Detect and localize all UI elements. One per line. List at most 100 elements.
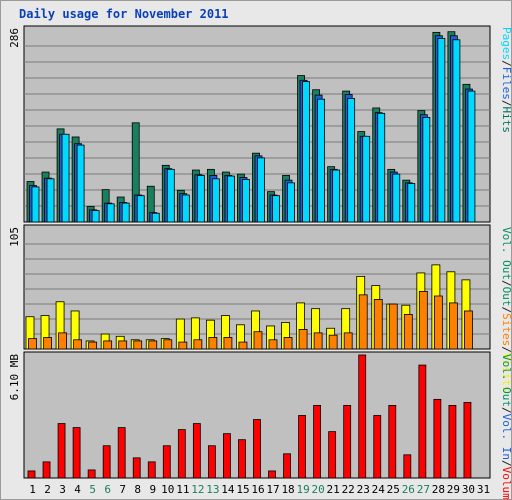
middle-sites-bar xyxy=(178,341,188,350)
bottom-volume-bar xyxy=(238,439,246,479)
middle-sites-bar xyxy=(238,341,248,350)
top-pages-bar xyxy=(422,117,431,223)
top-pages-bar xyxy=(106,203,115,223)
bottom-volume-bar xyxy=(373,415,382,479)
top-pages-bar xyxy=(452,39,461,223)
top-pages-bar xyxy=(166,168,175,223)
day-label: 25 xyxy=(387,483,400,496)
bottom-volume-bar xyxy=(358,354,367,479)
top-pages-bar xyxy=(332,169,341,223)
legend-top: Pages/Files/Hits xyxy=(500,27,512,133)
bottom-volume-bar xyxy=(177,429,186,479)
day-label: 26 xyxy=(402,483,415,496)
day-label: 8 xyxy=(134,483,141,496)
bottom-volume-bar xyxy=(207,445,216,479)
bottom-volume-bar xyxy=(147,461,156,479)
legend-entry: / xyxy=(500,460,512,467)
middle-sites-bar xyxy=(208,337,218,350)
day-label: 4 xyxy=(74,483,81,496)
legend-entry: Hits xyxy=(500,107,512,134)
legend-bottom: Vol. Out/Vol. In/Volume xyxy=(500,354,512,500)
middle-sites-bar xyxy=(433,295,443,350)
legend-entry: / xyxy=(500,407,512,414)
legend-entry: / xyxy=(500,100,512,107)
y-max-label-bottom: 6.10 MB xyxy=(8,354,21,401)
day-label: 16 xyxy=(251,483,264,496)
bottom-volume-bar xyxy=(403,454,412,479)
day-label: 24 xyxy=(372,483,386,496)
top-pages-bar xyxy=(377,112,386,223)
top-pages-bar xyxy=(287,182,295,223)
day-label: 10 xyxy=(161,483,174,496)
y-max-label-top: 286 xyxy=(8,28,21,48)
y-max-label-middle: 105 xyxy=(8,227,21,247)
day-label: 17 xyxy=(266,483,279,496)
legend-entry: / xyxy=(500,60,512,67)
top-pages-bar xyxy=(302,81,310,223)
day-label: 13 xyxy=(206,483,219,496)
legend-entry: Vol. Out xyxy=(500,354,512,407)
bottom-volume-bar xyxy=(42,461,51,479)
day-label: 20 xyxy=(312,483,325,496)
top-pages-bar xyxy=(61,133,70,223)
top-pages-bar xyxy=(347,98,356,223)
legend-entry: / xyxy=(500,306,512,313)
middle-sites-bar xyxy=(88,341,98,350)
top-pages-bar xyxy=(31,186,40,223)
top-pages-bar xyxy=(242,179,250,223)
middle-sites-bar xyxy=(58,332,67,350)
middle-sites-bar xyxy=(388,303,398,350)
bottom-volume-bar xyxy=(102,445,111,479)
chart-title: Daily usage for November 2011 xyxy=(19,7,229,21)
bottom-volume-bar xyxy=(433,398,442,479)
bottom-volume-bar xyxy=(27,470,36,479)
legend-entry: Vol. Out xyxy=(500,227,512,280)
middle-sites-bar xyxy=(73,339,82,350)
bottom-volume-bar xyxy=(298,415,306,479)
day-label: 30 xyxy=(462,483,475,496)
middle-sites-bar xyxy=(328,334,338,350)
top-pages-bar xyxy=(272,195,280,223)
day-label: 19 xyxy=(296,483,309,496)
legend-entry: Visits xyxy=(500,353,512,393)
middle-sites-bar xyxy=(298,329,308,350)
top-pages-bar xyxy=(181,194,190,223)
legend-entry: Volume xyxy=(500,467,512,500)
middle-sites-bar xyxy=(464,310,473,350)
legend-entry: Files xyxy=(500,67,512,100)
top-pages-bar xyxy=(437,38,446,223)
middle-sites-bar xyxy=(403,314,413,350)
day-label: 5 xyxy=(89,483,96,496)
top-pages-bar xyxy=(227,175,235,223)
middle-sites-bar xyxy=(133,340,143,350)
top-pages-bar xyxy=(211,178,220,223)
day-label: 23 xyxy=(357,483,370,496)
top-pages-bar xyxy=(91,210,100,223)
bottom-volume-bar xyxy=(418,364,427,479)
bottom-volume-bar xyxy=(313,405,322,479)
day-label: 2 xyxy=(44,483,51,496)
middle-sites-bar xyxy=(268,339,278,350)
day-label: 14 xyxy=(221,483,235,496)
legend-entry: Vol. In xyxy=(500,414,512,460)
bottom-volume-bar xyxy=(388,405,397,479)
day-label: 15 xyxy=(236,483,249,496)
legend-entry: Pages xyxy=(500,27,512,60)
middle-sites-bar xyxy=(313,332,323,350)
top-pages-bar xyxy=(196,175,205,223)
bottom-volume-bar xyxy=(192,423,201,479)
middle-sites-bar xyxy=(43,337,52,350)
day-label: 31 xyxy=(477,483,490,496)
bottom-volume-bar xyxy=(223,433,231,479)
middle-sites-bar xyxy=(118,340,128,350)
legend-entry: Sites xyxy=(500,313,512,346)
bottom-volume-bar xyxy=(162,445,171,479)
middle-sites-bar xyxy=(28,338,37,350)
day-label: 9 xyxy=(149,483,156,496)
day-label: 21 xyxy=(327,483,340,496)
top-pages-bar xyxy=(407,183,416,223)
legend-entry: / xyxy=(500,346,512,353)
bottom-volume-bar xyxy=(87,469,96,479)
day-label: 3 xyxy=(59,483,66,496)
